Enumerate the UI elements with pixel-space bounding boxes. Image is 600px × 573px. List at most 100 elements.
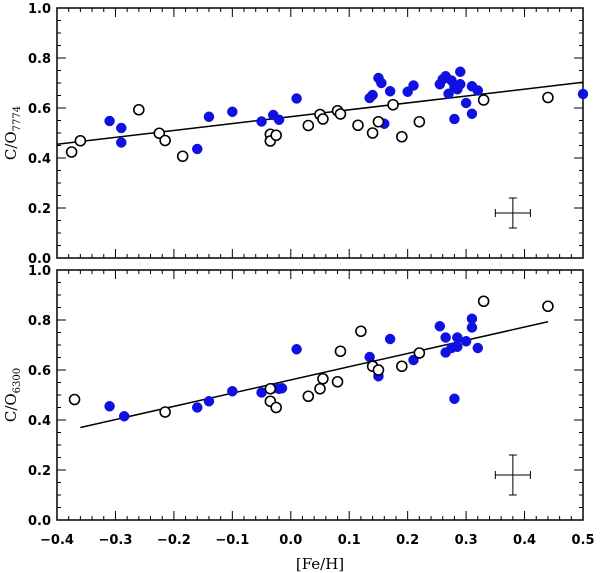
data-point-filled bbox=[116, 137, 127, 148]
y-tick-label: 0.4 bbox=[28, 152, 51, 167]
x-tick-label: 0.4 bbox=[513, 533, 536, 548]
data-point-open bbox=[366, 127, 379, 139]
data-point-filled bbox=[455, 79, 466, 90]
data-point-filled bbox=[276, 383, 288, 394]
data-point-open bbox=[372, 115, 385, 128]
data-point-open bbox=[159, 406, 171, 418]
data-point-filled bbox=[291, 344, 302, 355]
data-point-open bbox=[176, 150, 189, 163]
data-point-filled bbox=[460, 97, 472, 109]
data-point-filled bbox=[466, 108, 478, 119]
data-point-filled bbox=[256, 116, 267, 127]
data-point-open bbox=[387, 98, 399, 111]
y-axis-title: C/O7774 bbox=[2, 106, 23, 160]
data-point-open bbox=[314, 382, 326, 395]
data-point-open bbox=[352, 119, 364, 132]
y-tick-label: 0.0 bbox=[28, 252, 51, 267]
data-point-filled bbox=[273, 114, 285, 125]
panel-bottom: 0.0 0.2 0.4 0.6 0.8 1.0 −0.4 −0.3 −0.2 −0.1 0.0 0.1… bbox=[2, 264, 595, 573]
data-point-open bbox=[413, 115, 426, 128]
data-point-open bbox=[270, 401, 282, 414]
x-tick-label: 0.2 bbox=[396, 533, 419, 548]
data-point-open bbox=[68, 393, 81, 406]
data-point-open bbox=[355, 325, 367, 338]
x-tick-label: 0.0 bbox=[279, 533, 302, 548]
data-point-open bbox=[302, 390, 315, 403]
data-point-open bbox=[264, 382, 277, 395]
data-point-open bbox=[65, 146, 78, 158]
x-tick-label: 0.5 bbox=[571, 533, 594, 548]
data-point-open bbox=[413, 347, 426, 359]
data-point-filled bbox=[577, 88, 589, 100]
data-point-filled bbox=[104, 115, 115, 127]
data-point-open bbox=[396, 360, 408, 373]
y-axis-title: C/O6300 bbox=[2, 368, 23, 422]
data-point-filled bbox=[466, 313, 478, 324]
y-tick-label: 1.0 bbox=[28, 2, 51, 17]
data-point-filled bbox=[192, 402, 203, 413]
data-point-filled bbox=[104, 401, 115, 412]
data-point-filled bbox=[118, 411, 130, 422]
data-point-filled bbox=[449, 393, 460, 404]
y-tick-label: 0.6 bbox=[28, 364, 51, 379]
x-tick-label: −0.1 bbox=[215, 533, 249, 548]
data-point-open bbox=[317, 372, 329, 385]
data-point-filled bbox=[440, 332, 451, 343]
y-axis-title-main: C/O bbox=[2, 131, 20, 160]
plot-frame bbox=[56, 269, 584, 521]
x-axis-title: [Fe/H] bbox=[296, 555, 344, 573]
data-point-open bbox=[302, 119, 315, 132]
y-tick-label: 0.8 bbox=[28, 52, 51, 67]
y-axis-title-main: C/O bbox=[2, 393, 20, 422]
plot-frame bbox=[56, 7, 584, 259]
data-point-filled bbox=[443, 88, 454, 99]
y-tick-label: 0.6 bbox=[28, 102, 51, 117]
y-tick-label: 0.2 bbox=[28, 464, 51, 479]
data-point-filled bbox=[203, 111, 215, 122]
data-point-filled bbox=[434, 321, 446, 332]
y-axis-title-subscript: 7774 bbox=[12, 106, 23, 131]
data-point-open bbox=[542, 300, 554, 313]
x-tick-label: −0.2 bbox=[157, 533, 191, 548]
data-point-filled bbox=[452, 341, 463, 352]
panel-top: 0.0 0.2 0.4 0.6 0.8 1.0 C/O7774 bbox=[2, 2, 589, 267]
data-point-open bbox=[477, 94, 490, 106]
data-point-filled bbox=[455, 66, 466, 77]
data-point-open bbox=[477, 295, 490, 308]
y-tick-label: 1.0 bbox=[28, 264, 51, 279]
data-point-filled bbox=[460, 336, 472, 347]
data-point-filled bbox=[192, 143, 203, 155]
x-tick-label: −0.4 bbox=[40, 533, 74, 548]
data-point-open bbox=[317, 113, 329, 125]
y-tick-label: 0.0 bbox=[28, 514, 51, 529]
data-point-open bbox=[133, 103, 145, 116]
y-tick-label: 0.8 bbox=[28, 314, 51, 329]
data-point-filled bbox=[449, 113, 460, 125]
data-point-open bbox=[372, 364, 385, 376]
data-point-filled bbox=[367, 89, 378, 101]
data-point-open bbox=[396, 130, 408, 143]
data-point-open bbox=[153, 127, 166, 140]
data-point-open bbox=[270, 129, 282, 142]
data-point-open bbox=[334, 108, 347, 120]
data-point-filled bbox=[408, 80, 419, 91]
fit-line bbox=[80, 321, 549, 429]
data-point-open bbox=[74, 134, 87, 147]
data-point-filled bbox=[452, 332, 463, 343]
data-point-filled bbox=[472, 85, 484, 96]
data-point-open bbox=[159, 134, 171, 147]
data-point-filled bbox=[384, 333, 396, 345]
y-axis-title-subscript: 6300 bbox=[12, 368, 23, 393]
x-tick-label: 0.3 bbox=[455, 533, 478, 548]
data-point-filled bbox=[384, 86, 396, 97]
data-point-filled bbox=[376, 77, 387, 89]
data-point-open bbox=[331, 375, 344, 388]
data-point-filled bbox=[116, 122, 127, 134]
data-point-open bbox=[542, 91, 554, 104]
data-point-filled bbox=[472, 342, 484, 354]
data-point-filled bbox=[291, 93, 302, 104]
y-tick-label: 0.2 bbox=[28, 202, 51, 217]
data-point-filled bbox=[227, 106, 238, 117]
data-point-open bbox=[334, 345, 347, 358]
